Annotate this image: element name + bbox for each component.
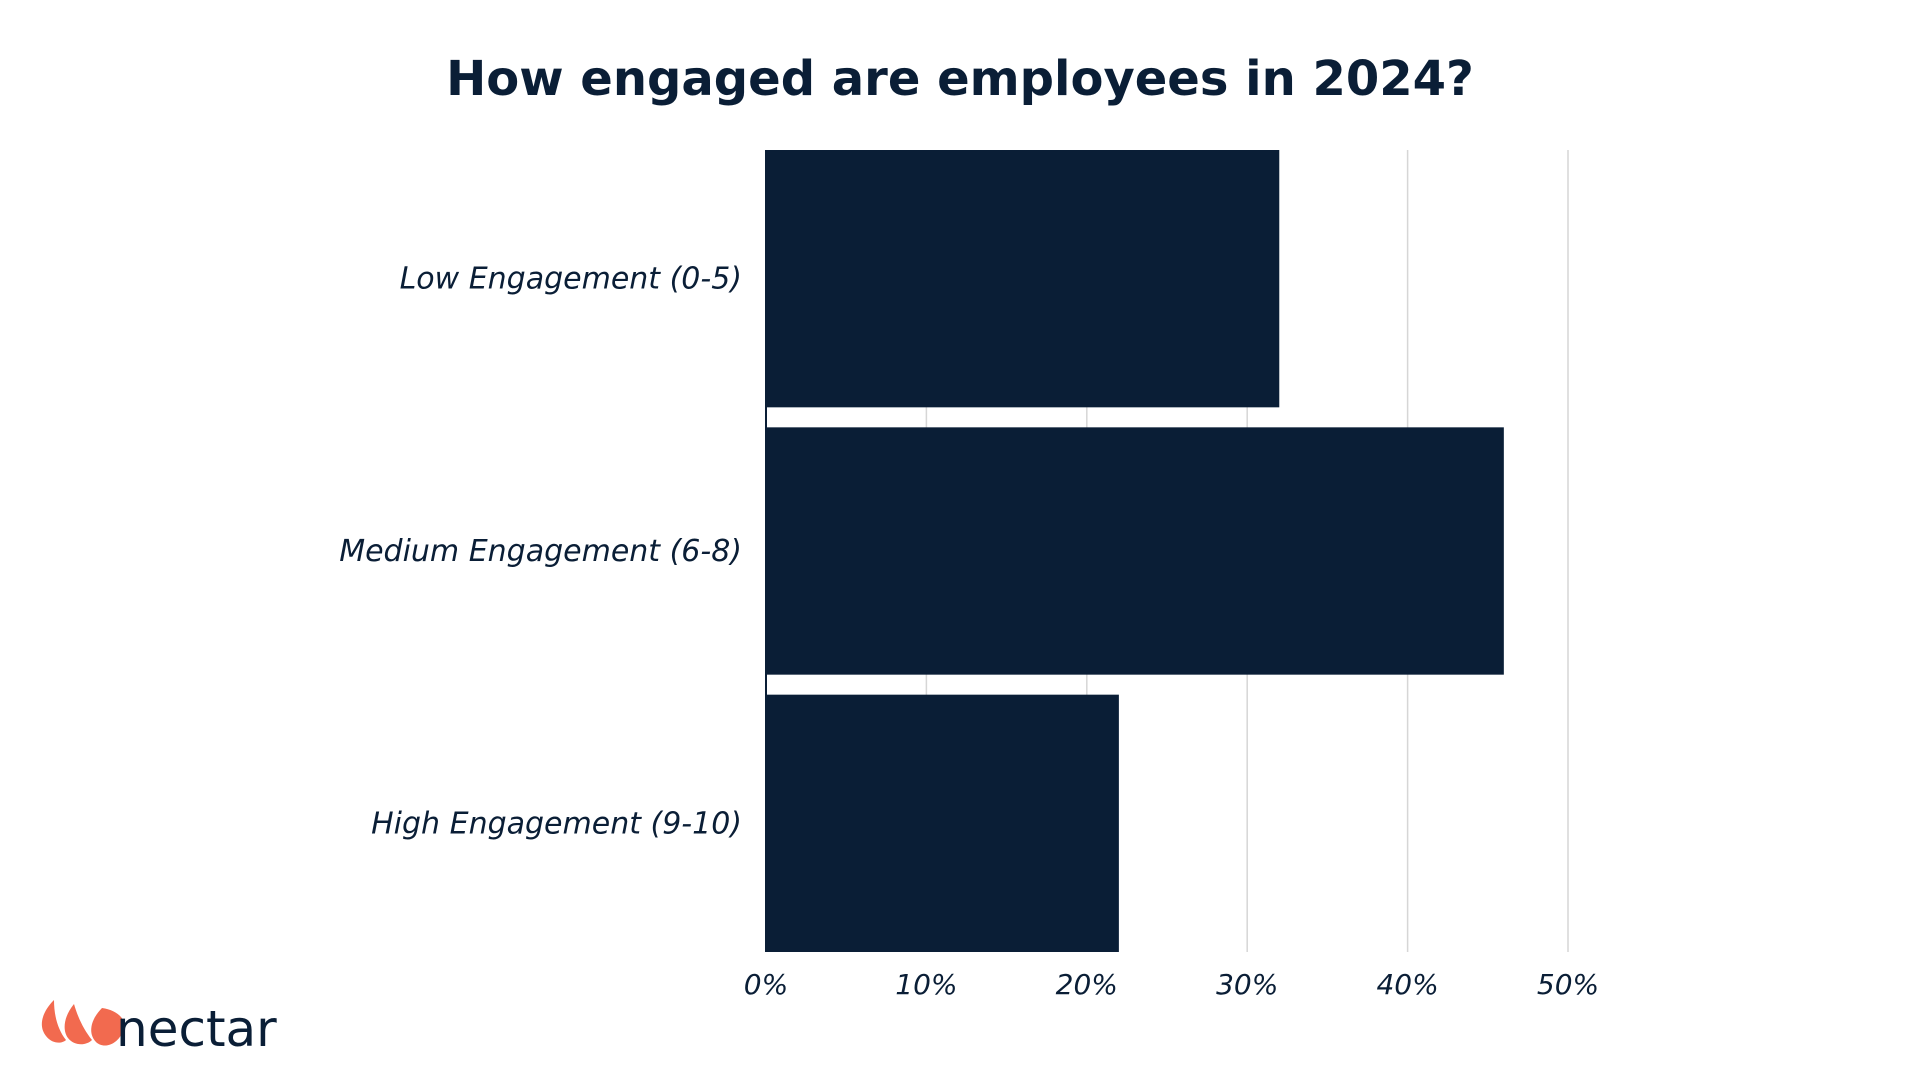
x-tick-labels: 0% 10% 20% 30% 40% 50% <box>744 968 1599 1001</box>
nectar-logo: nectar <box>41 1000 277 1058</box>
category-label: Low Engagement (0-5) <box>400 262 742 297</box>
category-labels: Low Engagement (0-5) Medium Engagement (6… <box>339 262 742 842</box>
x-tick-label: 50% <box>1537 968 1599 1001</box>
bars <box>766 150 1504 952</box>
category-label: High Engagement (9-10) <box>371 806 742 841</box>
x-tick-label: 0% <box>744 968 788 1001</box>
bar <box>766 427 1504 675</box>
logo-wordmark: nectar <box>116 1000 277 1058</box>
category-label: Medium Engagement (6-8) <box>339 534 742 569</box>
x-tick-label: 10% <box>895 968 957 1001</box>
x-tick-label: 20% <box>1056 968 1118 1001</box>
nectar-petals-icon <box>41 1000 125 1046</box>
bar <box>766 150 1280 408</box>
chart-title: How engaged are employees in 2024? <box>446 51 1474 107</box>
x-tick-label: 40% <box>1376 968 1438 1001</box>
x-tick-label: 30% <box>1216 968 1278 1001</box>
bar <box>766 694 1119 952</box>
